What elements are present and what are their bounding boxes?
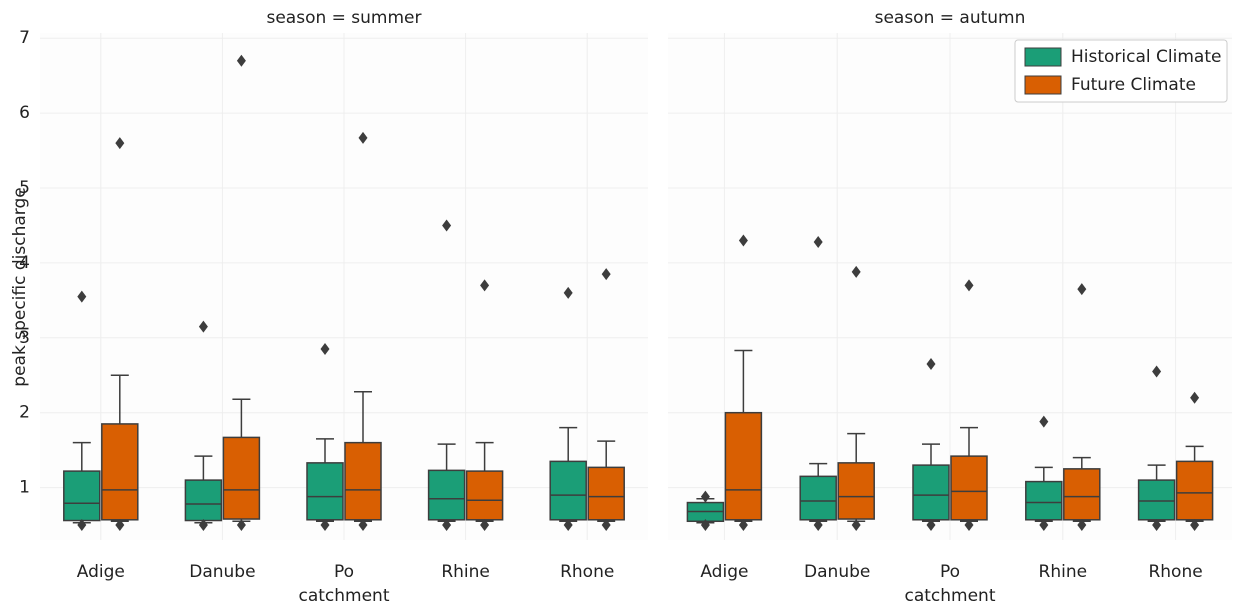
box [306,462,344,521]
box [101,423,139,521]
outlier [700,490,710,503]
outlier [77,519,87,532]
x-tick-label: Po [940,562,960,582]
outlier [198,519,208,532]
y-tick-label: 2 [19,403,30,423]
x-tick-label: Adige [700,562,748,582]
box [799,475,837,521]
y-tick-label: 1 [19,478,30,498]
outlier [964,519,974,532]
y-tick-label: 7 [19,28,30,48]
legend-swatch [1024,47,1062,67]
box [63,470,101,522]
panel-title: season = summer [266,8,421,28]
outlier [813,235,823,248]
legend-label: Future Climate [1071,75,1196,95]
box [184,479,223,522]
box [549,460,587,521]
outlier [964,279,974,292]
x-tick-label: Danube [804,562,870,582]
legend-box [1014,39,1228,103]
outlier [236,54,246,67]
outlier [1152,519,1162,532]
outlier [236,519,246,532]
y-tick-label: 3 [19,328,30,348]
outlier [926,519,936,532]
outlier [442,219,452,232]
outlier [926,358,936,371]
box [1137,479,1176,521]
outlier [700,519,710,532]
box [1175,460,1214,521]
box [587,466,625,521]
x-tick-label: Adige [77,562,125,582]
outlier [320,519,330,532]
x-tick-label: Rhine [441,562,490,582]
box [344,441,382,521]
outlier [1152,365,1162,378]
outlier [813,519,823,532]
outlier [77,290,87,303]
y-axis-label: peak specific discharge [10,187,30,386]
box [427,469,466,521]
box [912,464,950,521]
outlier [1039,415,1049,428]
box [1025,480,1063,521]
box [950,455,988,521]
x-tick-label: Po [334,562,354,582]
outlier [1039,519,1049,532]
outlier [1077,283,1087,296]
box [837,462,875,520]
outlier [601,268,611,281]
outlier [1190,519,1200,532]
outlier [358,131,368,144]
x-axis-label: catchment [298,586,389,606]
outlier [1077,519,1087,532]
box [1063,468,1101,521]
outlier [563,519,573,532]
y-tick-label: 5 [19,178,30,198]
legend-label: Historical Climate [1071,47,1221,67]
panel-title: season = autumn [875,8,1026,28]
y-tick-label: 6 [19,103,30,123]
outlier [480,279,490,292]
legend-swatch [1024,75,1062,95]
outlier [320,343,330,356]
outlier [198,320,208,333]
outlier [1190,391,1200,404]
box [724,411,763,521]
y-tick-label: 4 [19,253,30,273]
x-tick-label: Rhone [560,562,614,582]
x-axis-label: catchment [904,586,995,606]
outlier [738,234,748,247]
x-tick-label: Danube [189,562,255,582]
outlier [115,137,125,150]
outlier [563,286,573,299]
outlier [851,265,861,278]
outlier [358,519,368,532]
outlier [601,519,611,532]
x-tick-label: Rhone [1148,562,1202,582]
outlier [851,519,861,532]
outlier [738,519,748,532]
outlier [115,519,125,532]
box [465,470,504,521]
box [222,436,261,520]
x-tick-label: Rhine [1039,562,1088,582]
outlier [442,519,452,532]
outlier [480,519,490,532]
